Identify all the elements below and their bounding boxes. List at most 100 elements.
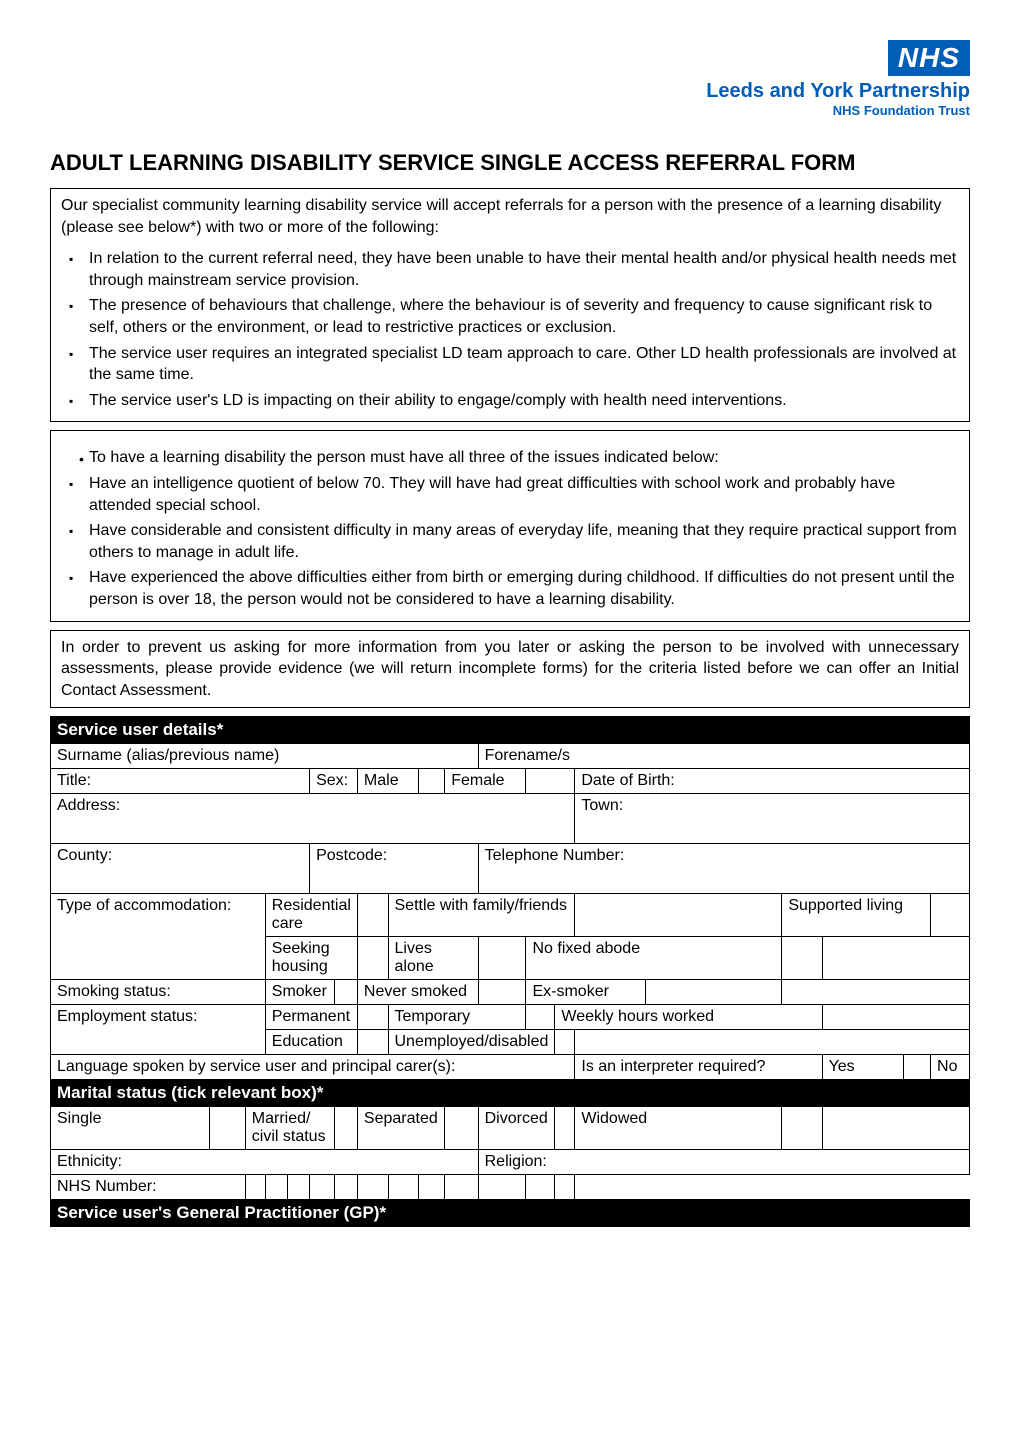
married-checkbox[interactable] bbox=[335, 1107, 358, 1150]
lives-alone-label: Lives alone bbox=[388, 937, 478, 980]
town-label: Town: bbox=[581, 797, 623, 814]
forename-field[interactable]: Forename/s bbox=[478, 744, 969, 769]
employment-blank bbox=[575, 1030, 970, 1055]
referral-form-table: Service user details* Surname (alias/pre… bbox=[50, 716, 970, 1227]
weekly-hours-field[interactable] bbox=[822, 1005, 969, 1030]
intro-item: The service user's LD is impacting on th… bbox=[61, 390, 959, 412]
education-label: Education bbox=[265, 1030, 357, 1055]
title-field[interactable]: Title: bbox=[51, 769, 310, 794]
address-field[interactable]: Address: bbox=[51, 794, 575, 844]
postcode-label: Postcode: bbox=[316, 847, 387, 864]
settle-label: Settle with family/friends bbox=[388, 894, 575, 937]
seeking-label: Seeking housing bbox=[265, 937, 357, 980]
sex-label-cell: Sex: bbox=[310, 769, 358, 794]
nhs-digit[interactable] bbox=[478, 1175, 526, 1200]
permanent-label: Permanent bbox=[265, 1005, 357, 1030]
male-checkbox[interactable] bbox=[419, 769, 445, 794]
marital-blank bbox=[822, 1107, 969, 1150]
yes-label: Yes bbox=[822, 1055, 903, 1080]
ex-smoker-checkbox[interactable] bbox=[645, 980, 781, 1005]
trust-name: Leeds and York Partnership bbox=[706, 80, 970, 103]
section-gp: Service user's General Practitioner (GP)… bbox=[51, 1200, 970, 1227]
lives-alone-checkbox[interactable] bbox=[478, 937, 526, 980]
widowed-label: Widowed bbox=[575, 1107, 782, 1150]
language-field[interactable]: Language spoken by service user and prin… bbox=[51, 1055, 575, 1080]
intro-item: The presence of behaviours that challeng… bbox=[61, 295, 959, 338]
single-label: Single bbox=[51, 1107, 210, 1150]
temporary-label: Temporary bbox=[388, 1005, 526, 1030]
nhs-gap bbox=[419, 1175, 445, 1200]
telephone-field[interactable]: Telephone Number: bbox=[478, 844, 969, 894]
intro-lead: Our specialist community learning disabi… bbox=[61, 195, 959, 238]
nhs-digit[interactable] bbox=[245, 1175, 265, 1200]
accommodation-label: Type of accommodation: bbox=[51, 894, 266, 980]
smoker-label: Smoker bbox=[265, 980, 334, 1005]
residential-checkbox[interactable] bbox=[357, 894, 388, 937]
female-checkbox[interactable] bbox=[526, 769, 575, 794]
criteria-lead: To have a learning disability the person… bbox=[61, 447, 959, 469]
separated-checkbox[interactable] bbox=[445, 1107, 478, 1150]
telephone-label: Telephone Number: bbox=[485, 847, 625, 864]
nhs-digit[interactable] bbox=[555, 1175, 575, 1200]
ethnicity-label: Ethnicity: bbox=[57, 1153, 122, 1170]
religion-field[interactable]: Religion: bbox=[478, 1150, 969, 1175]
supported-checkbox[interactable] bbox=[931, 894, 970, 937]
permanent-checkbox[interactable] bbox=[357, 1005, 388, 1030]
nhs-logo-block: NHS Leeds and York Partnership NHS Found… bbox=[50, 40, 970, 120]
criteria-box: To have a learning disability the person… bbox=[50, 430, 970, 621]
married-label: Married/ civil status bbox=[245, 1107, 334, 1150]
evidence-box: In order to prevent us asking for more i… bbox=[50, 630, 970, 709]
widowed-checkbox[interactable] bbox=[782, 1107, 822, 1150]
divorced-checkbox[interactable] bbox=[555, 1107, 575, 1150]
surname-field[interactable]: Surname (alias/previous name) bbox=[51, 744, 479, 769]
interpreter-label: Is an interpreter required? bbox=[575, 1055, 822, 1080]
divorced-label: Divorced bbox=[478, 1107, 555, 1150]
nhs-digit[interactable] bbox=[388, 1175, 419, 1200]
intro-item: The service user requires an integrated … bbox=[61, 343, 959, 386]
address-label: Address: bbox=[57, 797, 120, 814]
education-checkbox[interactable] bbox=[357, 1030, 388, 1055]
nhs-digit[interactable] bbox=[265, 1175, 287, 1200]
unemployed-label: Unemployed/disabled bbox=[388, 1030, 555, 1055]
dob-label: Date of Birth: bbox=[581, 772, 674, 789]
unemployed-checkbox[interactable] bbox=[555, 1030, 575, 1055]
no-label: No bbox=[931, 1055, 970, 1080]
town-field[interactable]: Town: bbox=[575, 794, 970, 844]
temporary-checkbox[interactable] bbox=[526, 1005, 555, 1030]
criteria-item: Have an intelligence quotient of below 7… bbox=[61, 473, 959, 516]
county-field[interactable]: County: bbox=[51, 844, 310, 894]
nhs-digit[interactable] bbox=[287, 1175, 309, 1200]
female-label: Female bbox=[445, 769, 526, 794]
dob-field[interactable]: Date of Birth: bbox=[575, 769, 970, 794]
smoking-blank bbox=[782, 980, 970, 1005]
employment-label: Employment status: bbox=[51, 1005, 266, 1055]
section-service-user: Service user details* bbox=[51, 717, 970, 744]
never-smoked-label: Never smoked bbox=[357, 980, 478, 1005]
ethnicity-field[interactable]: Ethnicity: bbox=[51, 1150, 479, 1175]
postcode-field[interactable]: Postcode: bbox=[310, 844, 479, 894]
criteria-item: Have considerable and consistent difficu… bbox=[61, 520, 959, 563]
yes-checkbox[interactable] bbox=[903, 1055, 930, 1080]
nhs-digit[interactable] bbox=[445, 1175, 478, 1200]
section-marital: Marital status (tick relevant box)* bbox=[51, 1080, 970, 1107]
language-label: Language spoken by service user and prin… bbox=[57, 1058, 455, 1075]
no-fixed-checkbox[interactable] bbox=[782, 937, 822, 980]
never-smoked-checkbox[interactable] bbox=[478, 980, 526, 1005]
county-label: County: bbox=[57, 847, 112, 864]
nhs-digit[interactable] bbox=[335, 1175, 358, 1200]
criteria-item: Have experienced the above difficulties … bbox=[61, 567, 959, 610]
intro-item: In relation to the current referral need… bbox=[61, 248, 959, 291]
nhs-blank bbox=[575, 1175, 970, 1200]
ex-smoker-label: Ex-smoker bbox=[526, 980, 646, 1005]
forename-label: Forename/s bbox=[485, 747, 570, 764]
settle-checkbox[interactable] bbox=[575, 894, 782, 937]
accommodation-blank bbox=[822, 937, 969, 980]
nhs-digit[interactable] bbox=[526, 1175, 555, 1200]
single-checkbox[interactable] bbox=[209, 1107, 245, 1150]
seeking-checkbox[interactable] bbox=[357, 937, 388, 980]
no-fixed-label: No fixed abode bbox=[526, 937, 782, 980]
nhs-digit[interactable] bbox=[357, 1175, 388, 1200]
nhs-badge: NHS bbox=[888, 40, 970, 76]
intro-box: Our specialist community learning disabi… bbox=[50, 188, 970, 422]
smoker-checkbox[interactable] bbox=[335, 980, 358, 1005]
